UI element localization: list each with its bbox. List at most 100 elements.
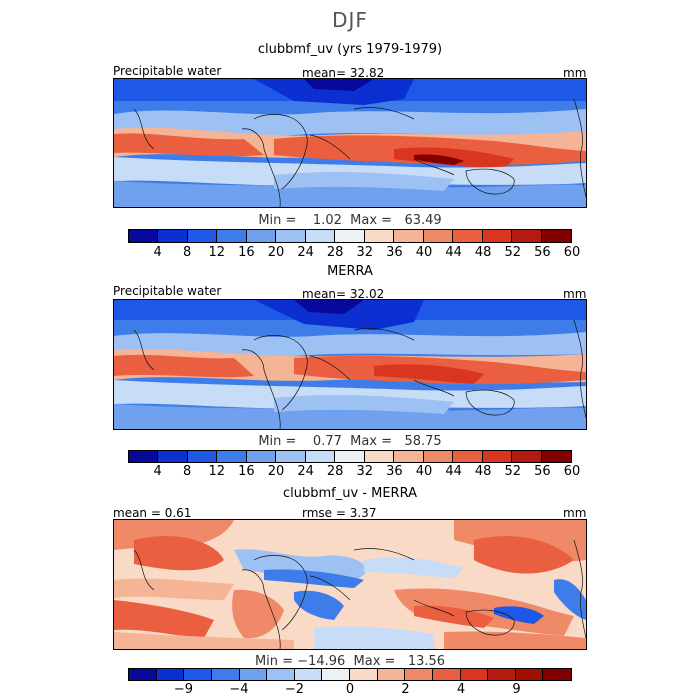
panel-2-swatch bbox=[335, 451, 365, 462]
panel-3-min-max: Min = −14.96 Max = 13.56 bbox=[254, 654, 446, 669]
panel-3-swatch bbox=[543, 669, 571, 680]
panel-3-tick-labels: −9 −4 −2 0 2 4 9 bbox=[128, 682, 572, 698]
panel-1-swatch bbox=[512, 230, 542, 242]
panel-1-tick: 52 bbox=[504, 245, 522, 260]
panel-2-tick: 52 bbox=[504, 464, 522, 479]
panel-1-swatch bbox=[453, 230, 483, 242]
panel-2-swatch bbox=[187, 451, 218, 462]
panel-3-swatch bbox=[267, 669, 295, 680]
panel-1-tick: 12 bbox=[208, 245, 226, 260]
panel-3-swatch bbox=[322, 669, 350, 680]
panel-3-tick: −2 bbox=[284, 682, 305, 697]
panel-2-swatch bbox=[217, 451, 247, 462]
panel-1-swatch bbox=[305, 230, 336, 242]
panel-2-swatch bbox=[158, 451, 188, 462]
panel-2-colorbar bbox=[128, 450, 572, 463]
panel-2-tick: 20 bbox=[267, 464, 285, 479]
panel-1-tick: 56 bbox=[534, 245, 551, 260]
panel-3-tick: 0 bbox=[345, 682, 355, 697]
panel-3-colorbar bbox=[128, 668, 572, 681]
panel-1-min-max: Min = 1.02 Max = 63.49 bbox=[258, 213, 442, 228]
panel-1-tick: 32 bbox=[356, 245, 374, 260]
panel-1-swatch bbox=[217, 230, 247, 242]
panel-1-swatch bbox=[394, 230, 424, 242]
panel-1-map-field bbox=[114, 79, 586, 207]
panel-2-tick: 28 bbox=[326, 464, 344, 479]
panel-2-swatch bbox=[512, 451, 542, 462]
panel-3-tick: 2 bbox=[401, 682, 410, 697]
panel-1-swatch bbox=[246, 230, 277, 242]
panel-3-map bbox=[113, 519, 587, 650]
panel-1-swatch bbox=[129, 230, 159, 242]
panel-2-swatch bbox=[453, 451, 483, 462]
panel-2-units: mm bbox=[563, 287, 587, 301]
panel-1-title: clubbmf_uv (yrs 1979-1979) bbox=[257, 42, 443, 57]
panel-2-tick: 8 bbox=[183, 464, 192, 479]
panel-2-swatch bbox=[276, 451, 306, 462]
panel-3-swatch bbox=[405, 669, 433, 680]
panel-1-tick: 16 bbox=[238, 245, 255, 260]
panel-2-swatch bbox=[246, 451, 277, 462]
panel-1-swatch bbox=[364, 230, 395, 242]
panel-3-tick: −9 bbox=[173, 682, 194, 697]
panel-3-tick: 4 bbox=[456, 682, 466, 697]
panel-1-tick-labels: 4 8 12 16 20 24 28 32 36 40 44 48 52 56 … bbox=[128, 245, 580, 261]
panel-3-map-field bbox=[114, 520, 586, 649]
panel-2-tick: 44 bbox=[445, 464, 462, 479]
panel-1-swatch bbox=[423, 230, 454, 242]
panel-1-map bbox=[113, 78, 587, 208]
panel-1-tick: 48 bbox=[474, 245, 492, 260]
panel-2-swatch bbox=[423, 451, 454, 462]
panel-1-colorbar bbox=[128, 229, 572, 243]
panel-2-swatch bbox=[364, 451, 395, 462]
season-title: DJF bbox=[332, 8, 368, 32]
panel-3-swatch bbox=[211, 669, 240, 680]
panel-2-tick: 24 bbox=[297, 464, 314, 479]
panel-3-tick: 9 bbox=[512, 682, 521, 697]
panel-2-tick: 48 bbox=[474, 464, 492, 479]
panel-3-units: mm bbox=[563, 506, 587, 520]
panel-2-tick: 16 bbox=[238, 464, 255, 479]
panel-3-swatch bbox=[350, 669, 378, 680]
panel-1-tick: 20 bbox=[267, 245, 285, 260]
panel-2-tick: 12 bbox=[208, 464, 226, 479]
panel-2-map bbox=[113, 299, 587, 430]
panel-2-tick: 56 bbox=[534, 464, 551, 479]
panel-3-title: clubbmf_uv - MERRA bbox=[283, 486, 417, 501]
panel-1-tick: 60 bbox=[563, 245, 581, 260]
panel-2-swatch bbox=[541, 451, 572, 462]
panel-2-swatch bbox=[129, 451, 159, 462]
panel-3-tick: −4 bbox=[229, 682, 249, 697]
panel-3-swatch bbox=[239, 669, 268, 680]
panel-1-units: mm bbox=[563, 66, 587, 80]
panel-1-variable-label: Precipitable water bbox=[113, 64, 222, 78]
panel-2-variable-label: Precipitable water bbox=[113, 284, 222, 298]
panel-2-swatch bbox=[482, 451, 513, 462]
panel-3-mean-label: mean = 0.61 bbox=[113, 506, 192, 520]
panel-1-tick: 4 bbox=[153, 245, 162, 260]
panel-2-tick: 36 bbox=[386, 464, 403, 479]
panel-3-swatch bbox=[515, 669, 544, 680]
panel-3-swatch bbox=[156, 669, 185, 680]
panel-1-tick: 8 bbox=[183, 245, 192, 260]
panel-1-mean-label: mean= 32.82 bbox=[302, 66, 385, 80]
panel-2-title: MERRA bbox=[327, 264, 373, 279]
panel-3-swatch bbox=[377, 669, 406, 680]
panel-1-swatch bbox=[276, 230, 306, 242]
panel-1-swatch bbox=[482, 230, 513, 242]
panel-3-swatch bbox=[129, 669, 157, 680]
panel-2-map-field bbox=[114, 300, 586, 429]
panel-1-tick: 36 bbox=[386, 245, 403, 260]
panel-2-tick-labels: 4 8 12 16 20 24 28 32 36 40 44 48 52 56 … bbox=[128, 464, 580, 480]
panel-1-swatch bbox=[187, 230, 218, 242]
panel-1-tick: 28 bbox=[326, 245, 344, 260]
panel-2-min-max: Min = 0.77 Max = 58.75 bbox=[258, 434, 442, 449]
panel-1-tick: 40 bbox=[415, 245, 433, 260]
panel-3-swatch bbox=[184, 669, 212, 680]
panel-2-swatch bbox=[394, 451, 424, 462]
panel-1-swatch bbox=[158, 230, 188, 242]
panel-2-mean-label: mean= 32.02 bbox=[302, 287, 385, 301]
panel-3-swatch bbox=[432, 669, 461, 680]
panel-3-swatch bbox=[294, 669, 323, 680]
panel-1-swatch bbox=[335, 230, 365, 242]
